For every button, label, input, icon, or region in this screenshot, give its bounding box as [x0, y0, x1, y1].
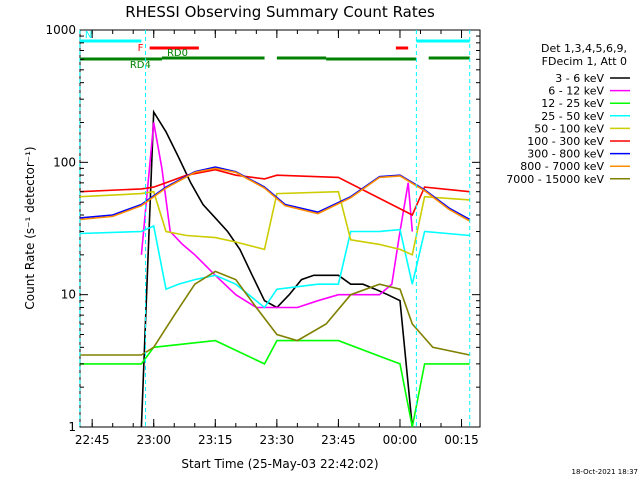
legend: Det 1,3,4,5,6,9, FDecim 1, Att 0 3 - 6 k… [506, 42, 630, 186]
x-axis-label: Start Time (25-May-03 22:42:02) [181, 457, 378, 471]
series-line-2 [79, 339, 470, 428]
series-line-4 [79, 190, 470, 256]
attenuator-label-7: RD4 [130, 60, 151, 71]
y-axis-label: Count Rate (s⁻¹ detector⁻¹) [23, 146, 37, 309]
series-line-5 [79, 168, 470, 217]
x-tick-label-4: 23:45 [321, 433, 356, 447]
x-tick-label-2: 23:15 [198, 433, 233, 447]
axes: 1 10 100 1000 22:45 23:00 23:15 23:30 23:45 00:00… [45, 23, 480, 447]
legend-header-line-1: Det 1,3,4,5,6,9, [541, 42, 627, 55]
y-tick-label-1: 10 [61, 288, 76, 302]
legend-label-8: 7000 - 15000 keV [506, 173, 604, 186]
x-tick-label-6: 00:15 [444, 433, 479, 447]
legend-header-line-2: FDecim 1, Att 0 [542, 55, 627, 68]
series-line-1 [140, 122, 414, 309]
series-line-8 [79, 270, 470, 356]
chart-title: RHESSI Observing Summary Count Rates [125, 3, 435, 21]
legend-label-3: 25 - 50 keV [541, 110, 604, 123]
y-tick-label-3: 1000 [45, 23, 76, 37]
legend-label-5: 100 - 300 keV [527, 135, 604, 148]
attenuator-label-0: N [85, 30, 92, 41]
series-line-3 [79, 224, 470, 309]
x-tick-label-5: 00:00 [383, 433, 418, 447]
x-tick-label-1: 23:00 [136, 433, 171, 447]
series-layer [79, 109, 471, 428]
attenuator-bars: N F RD0 RD4 [79, 30, 470, 71]
legend-label-2: 12 - 25 keV [541, 97, 604, 110]
legend-label-0: 3 - 6 keV [555, 72, 604, 85]
y-tick-label-2: 100 [53, 155, 76, 169]
series-line-0 [140, 109, 414, 428]
vertical-markers [79, 30, 471, 427]
y-tick-label-0: 1 [68, 420, 76, 434]
legend-label-7: 800 - 7000 keV [520, 160, 604, 173]
legend-label-1: 6 - 12 keV [548, 85, 604, 98]
attenuator-label-2: F [138, 43, 144, 54]
legend-label-6: 300 - 800 keV [527, 148, 604, 161]
series-line-7 [79, 167, 471, 222]
generation-timestamp: 18-Oct-2021 18:37 [572, 468, 638, 476]
attenuator-label-4: RD0 [167, 48, 188, 59]
x-tick-label-0: 22:45 [75, 433, 110, 447]
x-tick-label-3: 23:30 [260, 433, 295, 447]
plot-frame [79, 29, 481, 428]
legend-label-4: 50 - 100 keV [534, 122, 604, 135]
